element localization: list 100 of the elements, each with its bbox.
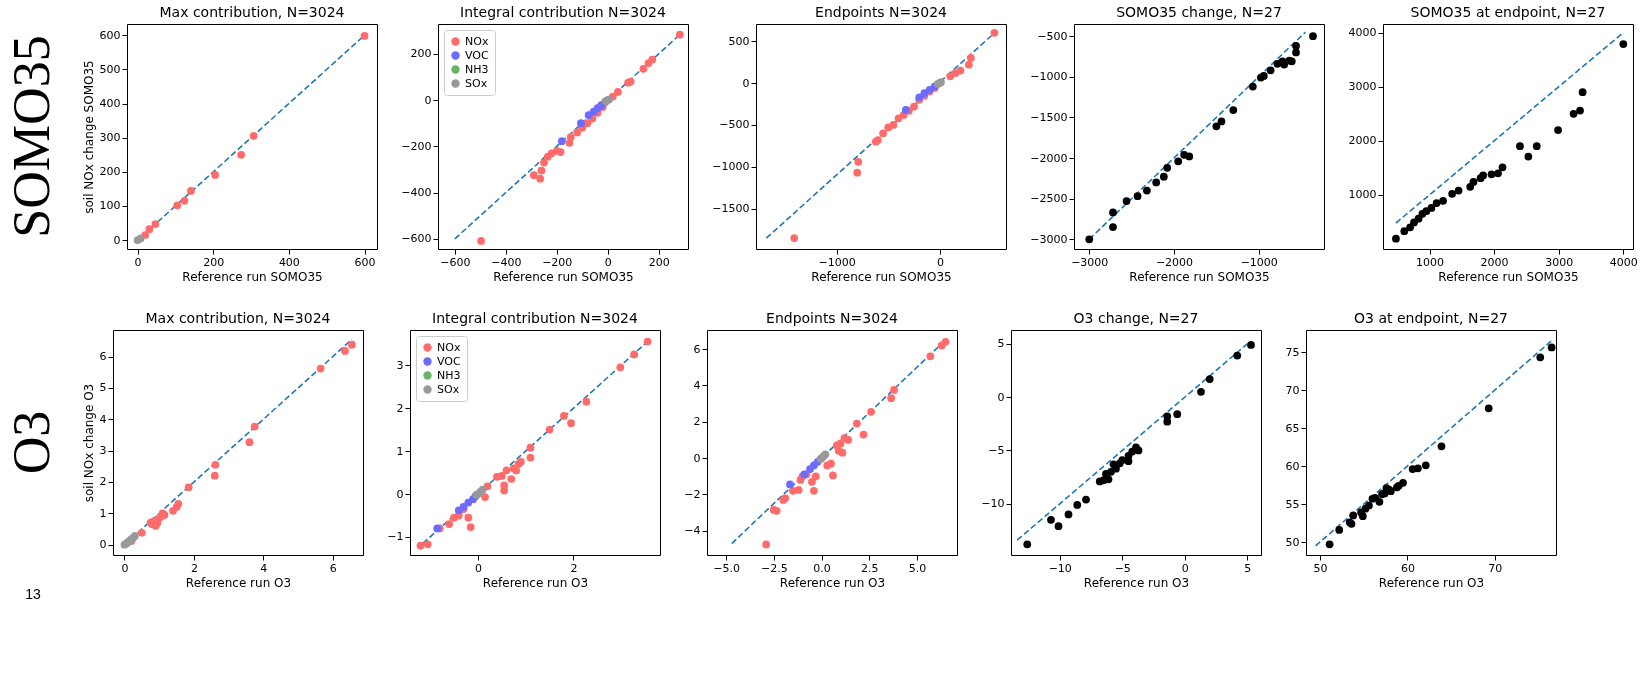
y-tick-label: 4 xyxy=(693,378,701,392)
legend-label: NOx xyxy=(437,340,461,354)
x-tick-label: 0 xyxy=(1181,561,1189,575)
x-axis-title: Reference run SOMO35 xyxy=(1129,269,1270,284)
y-tick-label: 2 xyxy=(693,415,701,429)
y-tick-label: 500 xyxy=(728,34,750,48)
x-tick-label: −1000 xyxy=(1240,255,1278,269)
y-tick-label: 1 xyxy=(396,444,404,458)
text: SOMO35 xyxy=(3,35,60,238)
y-tick-label: 400 xyxy=(99,97,121,111)
y-tick-label: −4 xyxy=(684,524,701,538)
x-tick-label: 50 xyxy=(1313,561,1328,575)
x-axis-title: Reference run O3 xyxy=(1083,575,1190,590)
legend-label: VOC xyxy=(437,354,461,368)
x-tick-label: 5.0 xyxy=(908,561,927,575)
y-tick-label: 3 xyxy=(396,358,404,372)
y-tick-label: −1000 xyxy=(712,160,750,174)
y-tick-label: 60 xyxy=(1285,459,1300,473)
y-tick-label: 2000 xyxy=(1348,134,1377,148)
y-tick-label: −5 xyxy=(988,444,1005,457)
y-tick-label: −10 xyxy=(981,497,1005,511)
y-tick-label: 50 xyxy=(1285,535,1300,549)
x-tick-label: −200 xyxy=(542,255,573,269)
x-tick-label: 2.5 xyxy=(860,561,879,575)
y-tick-label: 6 xyxy=(693,342,701,356)
y-tick-label: 0 xyxy=(99,538,107,552)
text: 13 xyxy=(25,586,41,602)
y-tick-label: 0 xyxy=(396,487,404,501)
chart-title: O3 change, N=27 xyxy=(1073,310,1199,326)
x-tick-label: −2000 xyxy=(1155,255,1194,269)
x-tick-label: 5 xyxy=(1244,561,1252,575)
y-tick-label: 75 xyxy=(1285,345,1300,359)
chart-title: SOMO35 change, N=27 xyxy=(1116,4,1282,20)
y-tick-label: −200 xyxy=(401,139,432,153)
x-axis-title: Reference run O3 xyxy=(779,575,886,590)
x-tick-label: 600 xyxy=(354,255,376,269)
y-tick-label: −600 xyxy=(401,232,432,246)
y-tick-label: 1 xyxy=(99,506,107,520)
legend-label: SOx xyxy=(437,382,460,396)
y-tick-label: 3 xyxy=(99,444,107,458)
chart-title: Max contribution, N=3024 xyxy=(145,310,331,326)
x-tick-label: 4000 xyxy=(1609,255,1638,269)
y-tick-label: 1000 xyxy=(1348,188,1377,202)
text: O3 xyxy=(3,410,60,475)
x-axis-title: Reference run O3 xyxy=(1378,575,1485,590)
x-axis-title: Reference run O3 xyxy=(185,575,292,590)
y-tick-label: 6 xyxy=(99,350,107,364)
legend-label: NOx xyxy=(465,34,489,48)
chart-title: Integral contribution N=3024 xyxy=(460,4,666,20)
x-tick-label: 2 xyxy=(570,561,578,575)
y-axis-title: soil NOx change O3 xyxy=(81,383,96,503)
y-tick-label: 600 xyxy=(99,28,121,42)
x-tick-label: −2.5 xyxy=(760,561,788,575)
y-tick-label: 0 xyxy=(424,93,432,107)
chart-title: Max contribution, N=3024 xyxy=(159,4,345,20)
x-tick-label: 70 xyxy=(1488,561,1503,575)
y-tick-label: 55 xyxy=(1285,497,1300,511)
y-tick-label: −500 xyxy=(719,118,750,132)
x-tick-label: 200 xyxy=(648,255,670,269)
y-tick-label: 200 xyxy=(99,165,121,179)
x-tick-label: −600 xyxy=(440,255,471,269)
x-axis-title: Reference run SOMO35 xyxy=(493,269,634,284)
y-tick-label: −2000 xyxy=(1030,151,1068,165)
x-tick-label: 400 xyxy=(278,255,300,269)
y-tick-label: −2 xyxy=(684,487,701,501)
chart-title: Endpoints N=3024 xyxy=(766,310,899,326)
chart-title: O3 at endpoint, N=27 xyxy=(1354,310,1508,326)
y-tick-label: 5 xyxy=(99,381,107,395)
y-tick-label: −1000 xyxy=(1030,70,1068,84)
x-tick-label: 6 xyxy=(329,561,337,575)
legend-label: NH3 xyxy=(465,62,489,76)
y-tick-label: 100 xyxy=(99,199,121,213)
x-tick-label: 3000 xyxy=(1545,255,1574,269)
y-tick-label: 300 xyxy=(99,131,121,145)
x-tick-label: 0.0 xyxy=(813,561,831,575)
y-tick-label: 65 xyxy=(1285,421,1300,435)
y-tick-label: 0 xyxy=(693,451,701,465)
y-tick-label: −1 xyxy=(387,530,404,544)
y-tick-label: 70 xyxy=(1285,383,1300,397)
legend-label: NH3 xyxy=(437,368,461,382)
y-tick-label: −3000 xyxy=(1030,232,1068,246)
x-tick-label: 200 xyxy=(203,255,225,269)
x-tick-label: −5 xyxy=(1114,561,1131,575)
x-tick-label: 4 xyxy=(260,561,268,575)
chart-title: Endpoints N=3024 xyxy=(815,4,948,20)
x-axis-title: Reference run O3 xyxy=(482,575,589,590)
y-tick-label: 4000 xyxy=(1348,26,1377,40)
y-tick-label: 3000 xyxy=(1348,80,1377,94)
y-tick-label: 500 xyxy=(99,62,121,76)
y-tick-label: −400 xyxy=(401,186,432,200)
x-tick-label: −400 xyxy=(491,255,522,269)
x-tick-label: 0 xyxy=(474,561,482,575)
y-tick-label: −1500 xyxy=(712,202,750,216)
y-tick-label: 5 xyxy=(997,337,1005,351)
y-tick-label: −1500 xyxy=(1030,110,1068,124)
y-tick-label: 4 xyxy=(99,412,107,426)
x-tick-label: 0 xyxy=(604,255,612,269)
x-tick-label: 2000 xyxy=(1480,255,1509,269)
chart-title: Integral contribution N=3024 xyxy=(432,310,638,326)
y-tick-label: 0 xyxy=(742,76,750,90)
